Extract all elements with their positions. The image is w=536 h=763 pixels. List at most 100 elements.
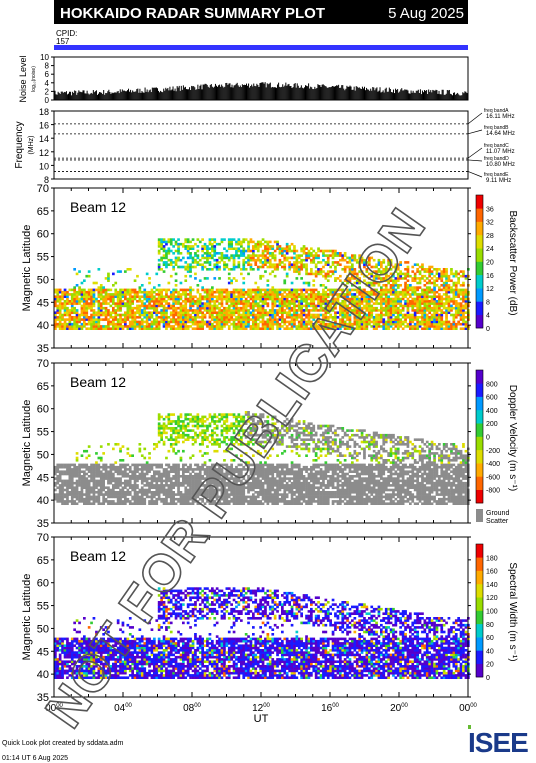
- freq-legend-value: 9.11 MHz: [486, 178, 511, 184]
- rti-cell: [179, 481, 183, 485]
- rti-cell: [409, 318, 412, 321]
- rti-cell: [153, 322, 156, 326]
- rti-cell: [440, 320, 444, 324]
- rti-cell: [423, 268, 427, 271]
- rti-cell: [300, 309, 303, 312]
- rti-cell: [63, 495, 67, 499]
- rti-cell: [177, 475, 180, 478]
- rti-cell: [312, 288, 316, 292]
- rti-cell: [440, 284, 444, 287]
- rti-cell: [87, 497, 91, 501]
- rti-cell: [302, 313, 306, 317]
- rti-cell: [133, 495, 137, 499]
- rti-cell: [172, 427, 175, 430]
- rti-cell: [442, 322, 446, 326]
- rti-cell: [406, 288, 410, 292]
- rti-cell: [198, 316, 202, 319]
- rti-cell: [232, 254, 236, 257]
- rti-cell: [295, 300, 299, 303]
- rti-cell: [131, 318, 134, 321]
- rti-cell: [191, 238, 195, 241]
- rti-cell: [136, 468, 139, 471]
- rti-cell: [360, 327, 364, 330]
- rti-cell: [179, 311, 183, 314]
- rti-cell: [102, 452, 105, 455]
- rti-cell: [78, 318, 81, 321]
- rti-cell: [326, 304, 330, 308]
- rti-cell: [208, 327, 212, 330]
- rti-cell: [445, 295, 448, 298]
- rti-cell: [406, 293, 410, 296]
- rti-cell: [169, 500, 173, 503]
- rti-cell: [375, 306, 378, 310]
- rti-cell: [218, 325, 221, 328]
- rti-cell: [189, 265, 192, 269]
- rti-cell: [310, 316, 313, 319]
- rti-cell: [208, 313, 212, 317]
- rti-cell: [322, 302, 325, 305]
- rti-cell: [438, 313, 441, 317]
- rti-cell: [63, 481, 67, 485]
- rti-cell: [194, 261, 197, 264]
- rti-cell: [128, 491, 132, 494]
- rti-cell: [324, 263, 328, 266]
- rti-cell: [172, 320, 175, 324]
- rti-cell: [445, 293, 448, 296]
- rti-cell: [73, 327, 76, 330]
- rti-cell: [75, 311, 79, 314]
- rti-cell: [380, 272, 383, 276]
- rti-cell: [169, 465, 173, 469]
- rti-cell: [133, 463, 137, 467]
- rti-cell: [215, 318, 219, 321]
- rti-cell: [58, 477, 62, 480]
- rti-cell: [128, 268, 132, 271]
- rti-cell: [112, 327, 115, 330]
- rti-cell: [92, 491, 96, 494]
- rti-cell: [83, 497, 86, 501]
- rti-cell: [389, 288, 393, 292]
- rti-cell: [283, 311, 287, 314]
- rti-cell: [80, 306, 84, 310]
- rti-cell: [382, 322, 386, 326]
- rti-cell: [346, 297, 349, 301]
- rti-cell: [368, 306, 371, 310]
- rti-cell: [261, 322, 265, 326]
- rti-cell: [240, 242, 243, 246]
- rti-cell: [396, 327, 400, 330]
- rti-cell: [218, 256, 221, 260]
- rti-cell: [230, 240, 233, 244]
- rti-cell: [247, 272, 250, 276]
- rti-cell: [126, 316, 130, 319]
- rti-cell: [237, 327, 241, 330]
- rti-cell: [268, 313, 272, 317]
- rti-cell: [235, 327, 238, 330]
- rti-cell: [83, 479, 86, 483]
- rti-cell: [380, 277, 383, 280]
- rti-cell: [290, 290, 294, 294]
- rti-cell: [346, 261, 349, 264]
- rti-cell: [56, 288, 60, 292]
- rti-cell: [339, 306, 342, 310]
- rti-cell: [155, 327, 159, 330]
- rti-cell: [293, 268, 296, 271]
- rti-cell: [107, 479, 110, 483]
- rti-cell: [211, 316, 214, 319]
- rti-cell: [428, 272, 431, 276]
- rti-cell: [165, 475, 168, 478]
- rti-cell: [87, 318, 91, 321]
- rti-cell: [348, 318, 352, 321]
- rti-cell: [425, 281, 429, 285]
- rti-cell: [452, 322, 456, 326]
- rti-cell: [220, 327, 224, 330]
- rti-cell: [242, 318, 246, 321]
- rti-cell: [73, 306, 76, 310]
- rti-cell: [348, 325, 352, 328]
- rti-cell: [290, 327, 294, 330]
- rti-cell: [377, 320, 381, 324]
- rti-cell: [136, 495, 139, 499]
- rti-cell: [372, 320, 376, 324]
- rti-cell: [273, 290, 277, 294]
- rti-cell: [240, 320, 243, 324]
- rti-cell: [363, 316, 366, 319]
- rti-cell: [114, 484, 118, 487]
